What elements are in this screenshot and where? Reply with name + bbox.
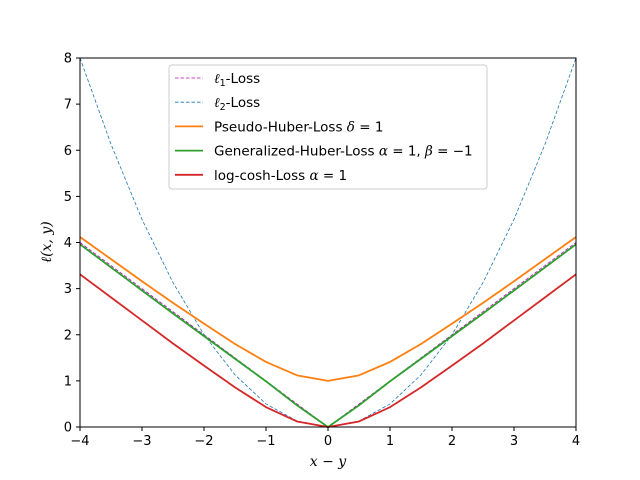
y-tick-label: 4	[64, 236, 72, 251]
y-tick-label: 0	[64, 421, 72, 436]
x-tick-label: −1	[256, 434, 275, 449]
y-tick-label: 3	[64, 282, 72, 297]
series-line-4	[79, 243, 577, 428]
legend-label-2: ℓ2-Loss	[214, 95, 260, 113]
y-tick-label: 6	[64, 144, 72, 159]
x-tick-label: 2	[448, 434, 456, 449]
y-tick-label: 2	[64, 328, 72, 343]
x-tick-label: 0	[324, 434, 332, 449]
x-tick-label: −4	[70, 434, 89, 449]
x-tick-label: 3	[510, 434, 518, 449]
y-tick-label: 5	[64, 190, 72, 205]
x-tick-label: −2	[194, 434, 213, 449]
y-tick-label: 1	[64, 374, 72, 389]
legend-label-1: ℓ1-Loss	[214, 71, 260, 89]
legend-label-3: Pseudo-Huber-Loss δ = 1	[214, 119, 383, 135]
series-line-5	[79, 273, 577, 428]
y-axis-label: ℓ(x, y)	[39, 221, 55, 262]
legend-box	[168, 64, 488, 190]
y-tick-label: 8	[64, 52, 72, 67]
y-axis-ticks: 0 1 2 3 4 5 6 7 8	[64, 52, 80, 436]
legend: ℓ1-Loss ℓ2-Loss Pseudo-Huber-Loss δ = 1 Gen…	[168, 64, 488, 190]
x-axis-label: x − y	[310, 454, 348, 470]
x-tick-label: −3	[132, 434, 151, 449]
x-axis-ticks: −4 −3 −2 −1 0 1 2 3 4	[70, 427, 580, 449]
series-line-3	[79, 236, 577, 382]
y-tick-label: 7	[64, 98, 72, 113]
legend-label-5: log-cosh-Loss α = 1	[214, 168, 347, 184]
series-line-1	[79, 242, 577, 428]
legend-label-4: Generalized-Huber-Loss α = 1, β = −1	[214, 144, 473, 160]
x-tick-label: 1	[386, 434, 394, 449]
x-tick-label: 4	[572, 434, 580, 449]
